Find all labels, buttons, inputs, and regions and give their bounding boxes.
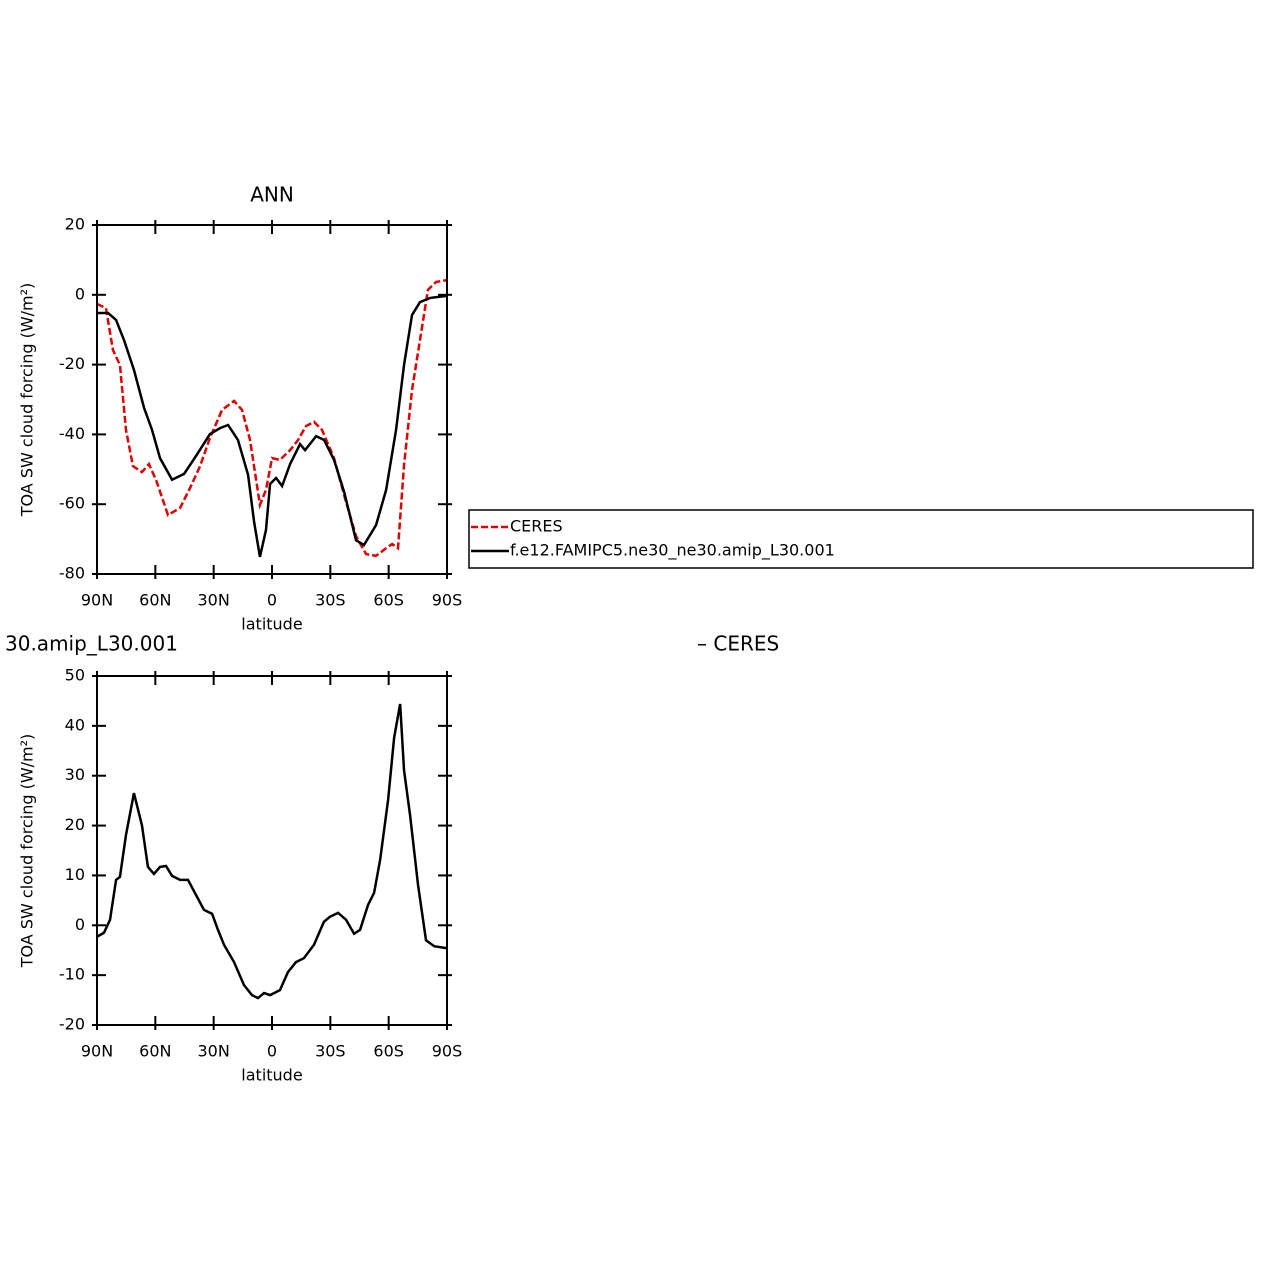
x-tick-label: 90N [81,591,113,610]
y-axis-label: TOA SW cloud forcing (W/m²) [18,283,37,518]
x-tick-label: 30N [198,591,230,610]
data-line [96,278,448,558]
x-tick-label: 60S [373,591,404,610]
y-tick-label: -60 [59,494,85,513]
y-tick-label: -20 [59,354,85,373]
x-axis-label: latitude [241,615,302,634]
chart-title: 30.amip_L30.001 [5,632,178,656]
y-tick-label: 20 [65,815,85,834]
x-tick-label: 30S [315,1042,346,1061]
data-line [96,703,448,1000]
x-tick-label: 90S [432,1042,463,1061]
y-tick-label: 0 [75,284,85,303]
y-tick-label: 50 [65,666,85,685]
y-tick-label: 10 [65,865,85,884]
x-tick-label: 90N [81,1042,113,1061]
data-line [97,294,448,558]
y-tick-label: 40 [65,715,85,734]
plot-frame [96,675,448,1026]
y-tick-label: -40 [59,424,85,443]
chart-title: ANN [250,183,294,207]
x-tick-label: 90S [432,591,463,610]
chart-title: – CERES [697,632,779,656]
x-tick-label: 0 [267,1042,277,1061]
y-tick-label: -10 [59,965,85,984]
x-tick-label: 30S [315,591,346,610]
y-tick-label: 0 [75,915,85,934]
plot-frame [96,224,448,575]
legend-label: CERES [510,517,563,536]
x-tick-label: 60N [139,1042,171,1061]
y-tick-label: 30 [65,765,85,784]
legend-label: f.e12.FAMIPC5.ne30_ne30.amip_L30.001 [510,541,835,561]
x-tick-label: 30N [198,1042,230,1061]
y-tick-label: -20 [59,1015,85,1034]
x-axis-label: latitude [241,1066,302,1085]
y-tick-label: 20 [65,215,85,234]
x-tick-label: 60N [139,591,171,610]
legend-box [468,509,1254,569]
x-tick-label: 0 [267,591,277,610]
y-axis-label: TOA SW cloud forcing (W/m²) [18,734,37,969]
y-tick-label: -80 [59,564,85,583]
x-tick-label: 60S [373,1042,404,1061]
